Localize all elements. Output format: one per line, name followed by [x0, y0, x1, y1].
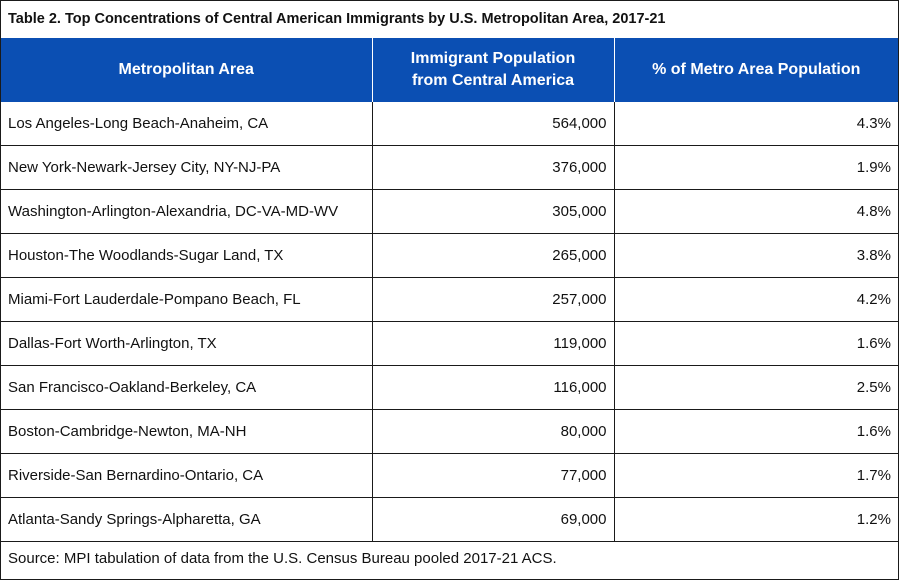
table-row: Dallas-Fort Worth-Arlington, TX 119,000 … — [1, 321, 898, 366]
cell-metro: Washington-Arlington-Alexandria, DC-VA-M… — [1, 189, 372, 234]
table-row: Washington-Arlington-Alexandria, DC-VA-M… — [1, 189, 898, 234]
cell-percent: 1.2% — [613, 497, 898, 541]
cell-percent: 1.6% — [613, 409, 898, 454]
cell-metro: San Francisco-Oakland-Berkeley, CA — [1, 365, 372, 410]
cell-percent: 1.9% — [613, 145, 898, 190]
cell-percent: 1.6% — [613, 321, 898, 366]
cell-population: 80,000 — [371, 409, 614, 454]
table-row: Atlanta-Sandy Springs-Alpharetta, GA 69,… — [1, 497, 898, 541]
column-header-population-line2: from Central America — [411, 72, 575, 89]
cell-metro: Dallas-Fort Worth-Arlington, TX — [1, 321, 372, 366]
source-note: Source: MPI tabulation of data from the … — [1, 541, 898, 576]
column-header-percent: % of Metro Area Population — [613, 38, 898, 102]
table-row: Boston-Cambridge-Newton, MA-NH 80,000 1.… — [1, 409, 898, 454]
cell-metro: New York-Newark-Jersey City, NY-NJ-PA — [1, 145, 372, 190]
table-row: Houston-The Woodlands-Sugar Land, TX 265… — [1, 233, 898, 278]
cell-population: 69,000 — [371, 497, 614, 541]
cell-percent: 4.8% — [613, 189, 898, 234]
cell-population: 77,000 — [371, 453, 614, 498]
table-row: New York-Newark-Jersey City, NY-NJ-PA 37… — [1, 145, 898, 190]
cell-metro: Miami-Fort Lauderdale-Pompano Beach, FL — [1, 277, 372, 322]
cell-population: 265,000 — [371, 233, 614, 278]
cell-metro: Boston-Cambridge-Newton, MA-NH — [1, 409, 372, 454]
column-header-population-line1: Immigrant Population — [410, 50, 576, 67]
column-header-population: Immigrant Population from Central Americ… — [371, 38, 614, 102]
cell-percent: 3.8% — [613, 233, 898, 278]
table-row: San Francisco-Oakland-Berkeley, CA 116,0… — [1, 365, 898, 410]
cell-population: 257,000 — [371, 277, 614, 322]
cell-metro: Houston-The Woodlands-Sugar Land, TX — [1, 233, 372, 278]
table-body: Los Angeles-Long Beach-Anaheim, CA 564,0… — [1, 102, 898, 541]
cell-metro: Los Angeles-Long Beach-Anaheim, CA — [8, 115, 269, 132]
cell-metro: Atlanta-Sandy Springs-Alpharetta, GA — [1, 497, 372, 541]
cell-percent: 4.3% — [613, 102, 898, 146]
cell-percent: 2.5% — [613, 365, 898, 410]
cell-population: 305,000 — [371, 189, 614, 234]
table-row: Riverside-San Bernardino-Ontario, CA 77,… — [1, 453, 898, 498]
cell-population: 119,000 — [371, 321, 614, 366]
data-table: Metropolitan Area Immigrant Population f… — [1, 38, 898, 541]
cell-percent: 4.2% — [613, 277, 898, 322]
cell-population: 564,000 — [371, 102, 614, 146]
cell-metro: Riverside-San Bernardino-Ontario, CA — [1, 453, 372, 498]
column-header-metro: Metropolitan Area — [1, 38, 372, 102]
cell-population: 116,000 — [371, 365, 614, 410]
table-title: Table 2. Top Concentrations of Central A… — [8, 11, 666, 27]
header-row: Metropolitan Area Immigrant Population f… — [1, 38, 898, 102]
table-row: Los Angeles-Long Beach-Anaheim, CA 564,0… — [1, 102, 898, 146]
cell-population: 376,000 — [371, 145, 614, 190]
cell-percent: 1.7% — [613, 453, 898, 498]
table-row: Miami-Fort Lauderdale-Pompano Beach, FL … — [1, 277, 898, 322]
table-header: Metropolitan Area Immigrant Population f… — [1, 38, 898, 102]
